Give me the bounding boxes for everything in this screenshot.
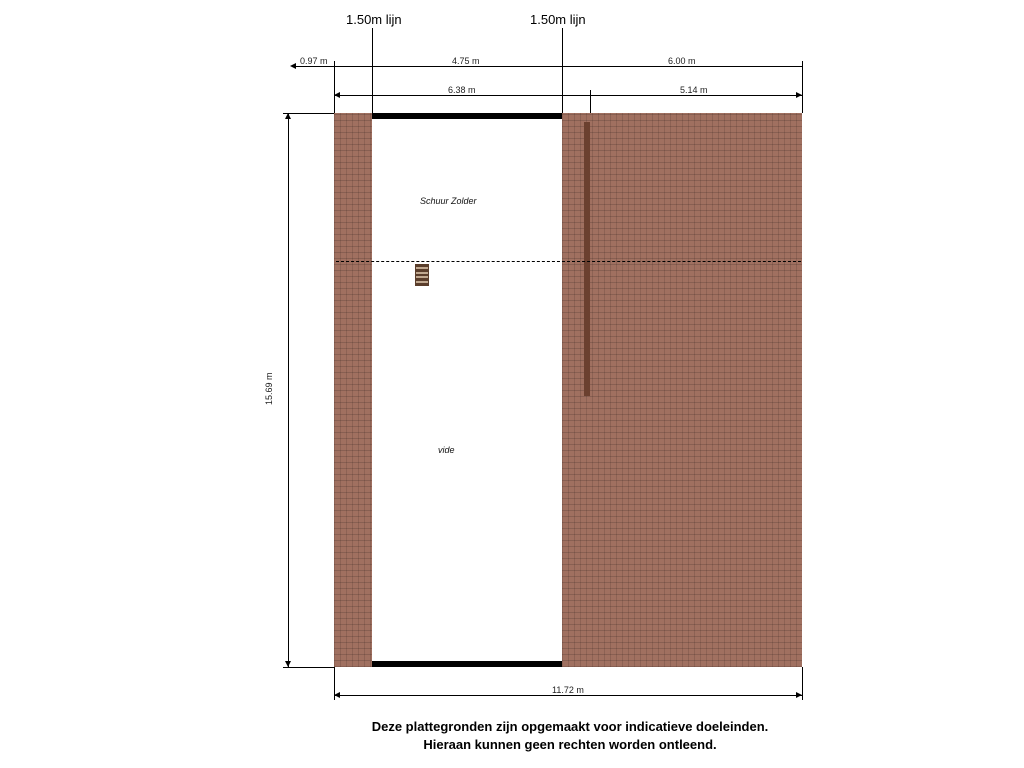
disclaimer-line2: Hieraan kunnen geen rechten worden ontle… <box>320 736 820 754</box>
roof-tile-area-left <box>334 113 372 667</box>
dim-label: 4.75 m <box>452 56 480 66</box>
dashed-divider-line <box>336 261 801 262</box>
dim-guide <box>334 667 335 695</box>
arrowhead-icon <box>290 63 296 69</box>
dim-guide <box>288 113 334 114</box>
dim-guide <box>288 667 334 668</box>
roof-ridge-beam <box>584 122 590 396</box>
wall-bottom <box>372 661 562 667</box>
dim-line-top-row2 <box>334 95 802 96</box>
line-label-left: 1.50m lijn <box>346 12 402 27</box>
room-label-upper: Schuur Zolder <box>420 196 477 206</box>
line-label-right: 1.50m lijn <box>530 12 586 27</box>
dim-line-left <box>288 113 289 667</box>
floorplan-canvas: Schuur Zolder vide 0.97 m 4.75 m 6.00 m … <box>0 0 1024 768</box>
dim-guide <box>802 66 803 113</box>
dim-label: 6.38 m <box>448 85 476 95</box>
disclaimer-line1: Deze plattegronden zijn opgemaakt voor i… <box>320 718 820 736</box>
dim-label: 6.00 m <box>668 56 696 66</box>
dim-label-height: 15.69 m <box>264 372 274 405</box>
dim-guide <box>590 90 591 113</box>
dim-label-width: 11.72 m <box>552 685 584 695</box>
dim-label: 5.14 m <box>680 85 708 95</box>
stairs-icon <box>415 264 429 286</box>
line-guide-left <box>372 28 373 113</box>
wall-top <box>372 113 562 119</box>
dim-guide <box>802 667 803 695</box>
line-guide-right <box>562 28 563 113</box>
room-label-lower: vide <box>438 445 455 455</box>
disclaimer-text: Deze plattegronden zijn opgemaakt voor i… <box>320 718 820 753</box>
dim-guide <box>334 66 335 113</box>
roof-tile-area-right <box>562 113 802 667</box>
dim-line-bottom <box>334 695 802 696</box>
dim-label: 0.97 m <box>300 56 328 66</box>
